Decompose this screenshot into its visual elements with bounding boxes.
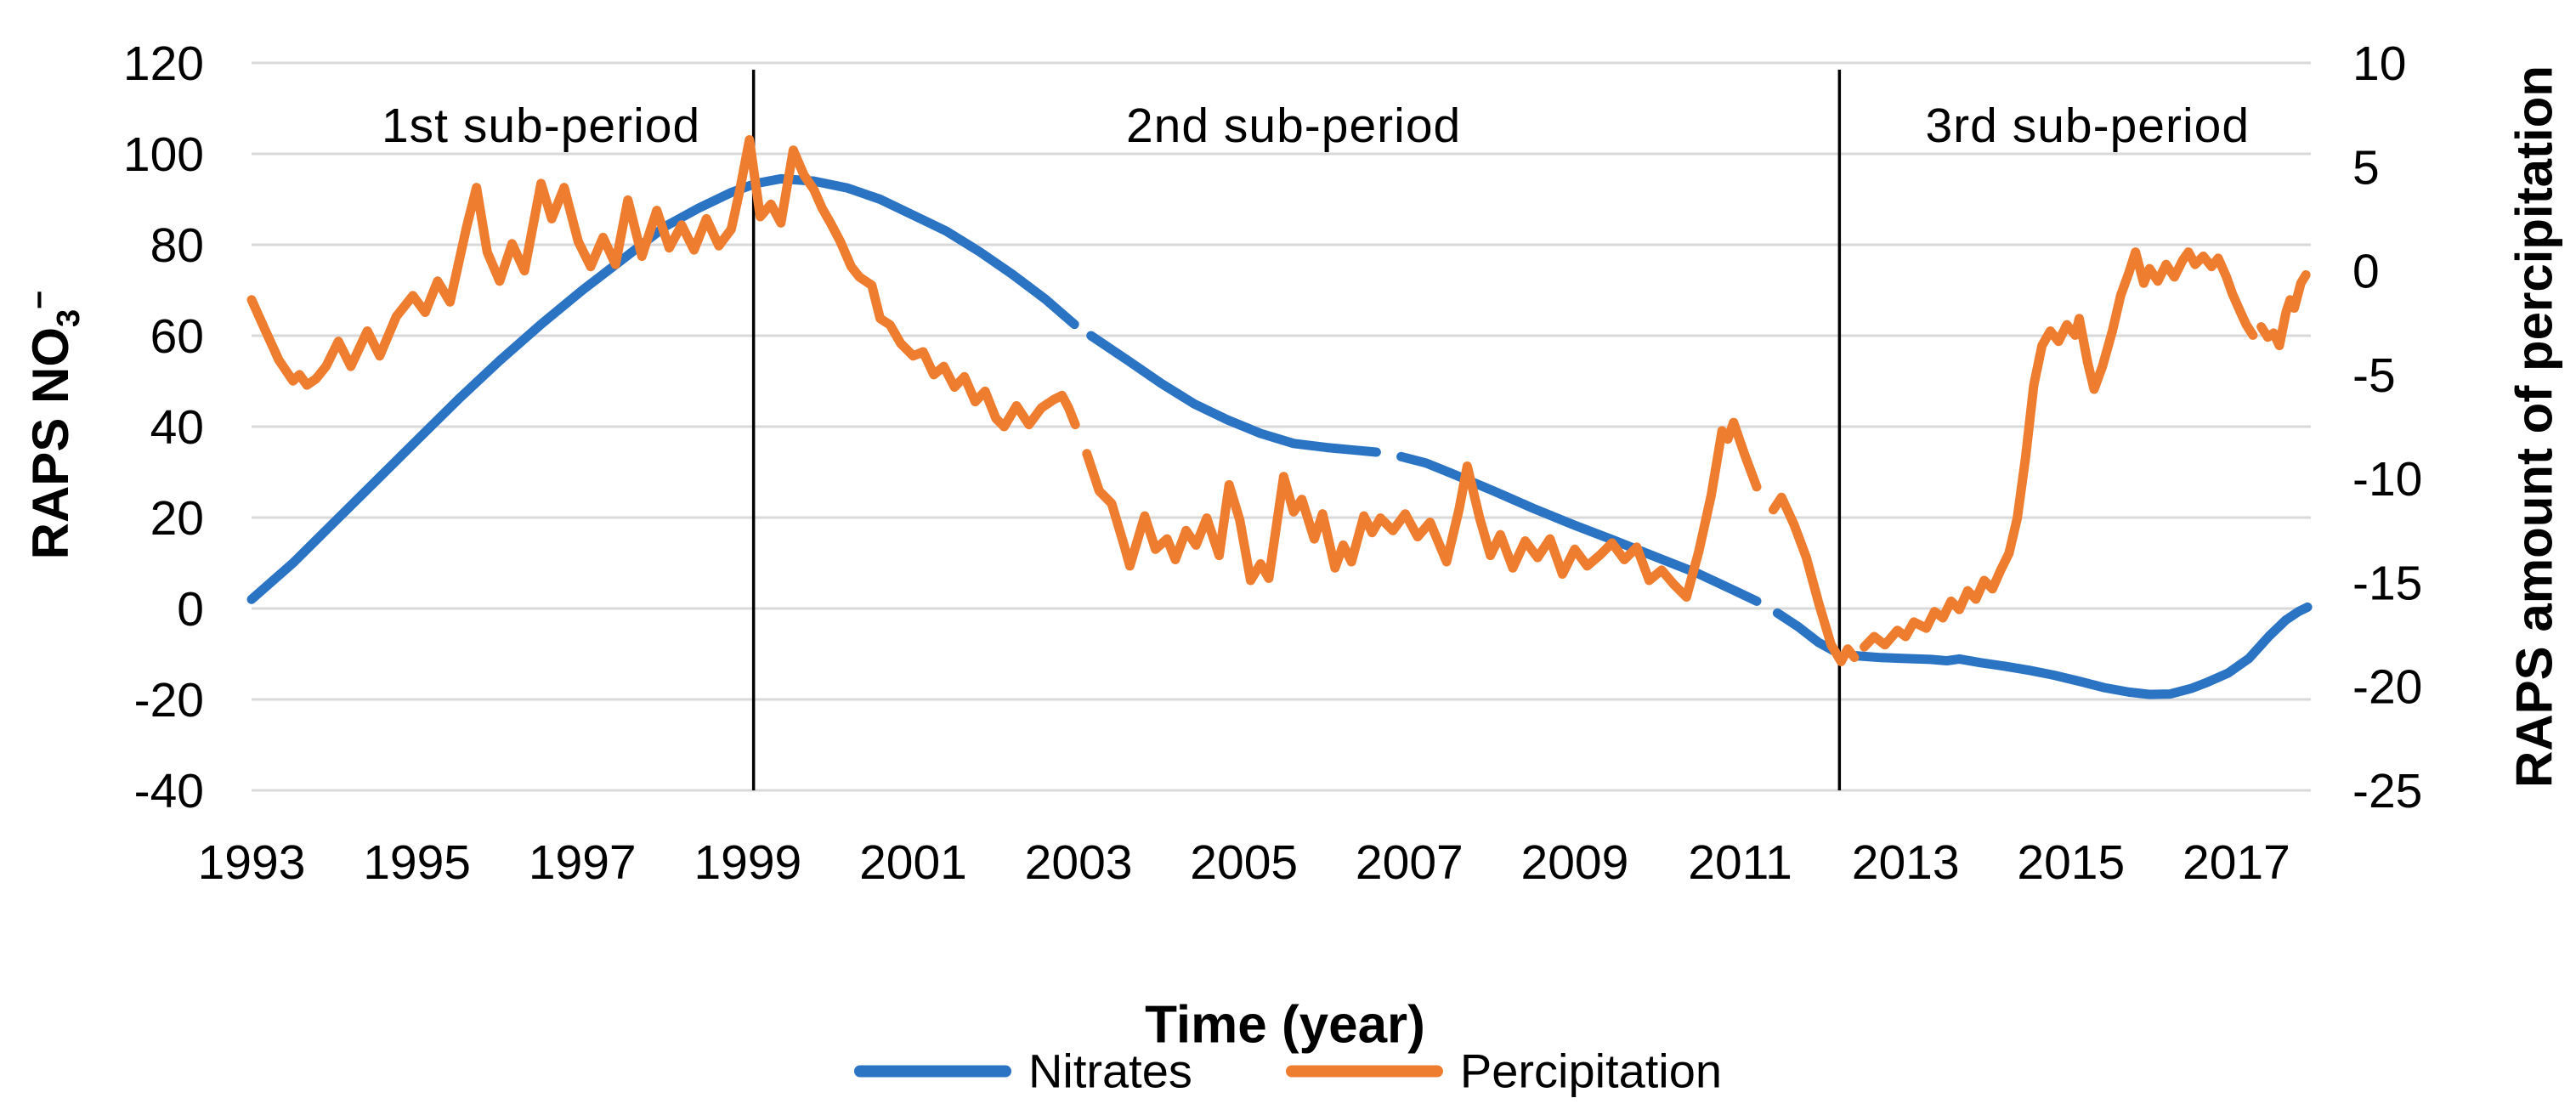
percipitation-line-segment-1 bbox=[1082, 417, 1762, 602]
x-axis-title: Time (year) bbox=[1145, 995, 1425, 1055]
y-axis-title-left: RAPS NO3− bbox=[21, 291, 88, 560]
y-left-tick-label-40: 40 bbox=[150, 400, 204, 455]
x-tick-label-2011: 2011 bbox=[1688, 835, 1792, 890]
y-left-tick-label-20: 20 bbox=[150, 491, 204, 546]
annotation-sub-period-2: 2nd sub-period bbox=[1125, 99, 1462, 153]
y-right-tick-label-0: 0 bbox=[2352, 245, 2380, 299]
percipitation-line-segment-2 bbox=[1769, 492, 1860, 666]
y-left-tick-label-100: 100 bbox=[123, 127, 204, 182]
x-tick-label-1999: 1999 bbox=[694, 835, 801, 890]
nitrates-line-segment-4 bbox=[1851, 602, 2313, 699]
legend-item-nitrates: Nitrates bbox=[853, 1044, 1192, 1099]
y-right-tick-label--10: -10 bbox=[2352, 452, 2422, 507]
x-tick-label-2013: 2013 bbox=[1852, 835, 1960, 890]
y-left-tick-label--40: -40 bbox=[134, 764, 204, 818]
y-axis-title-right: RAPS amount of percipitation bbox=[2505, 65, 2563, 789]
y-axis-title-left-superscript: − bbox=[22, 290, 58, 309]
x-tick-label-1995: 1995 bbox=[363, 835, 471, 890]
percipitation-line-segment-3 bbox=[1860, 247, 2258, 652]
x-tick-label-2005: 2005 bbox=[1190, 835, 1298, 890]
y-left-tick-label-60: 60 bbox=[150, 309, 204, 364]
x-tick-label-2001: 2001 bbox=[859, 835, 967, 890]
x-tick-label-2015: 2015 bbox=[2017, 835, 2125, 890]
y-left-tick-label--20: -20 bbox=[134, 673, 204, 727]
y-axis-title-left-text: RAPS NO bbox=[22, 326, 79, 560]
percipitation-line-segment-4 bbox=[2256, 270, 2311, 351]
annotation-sub-period-3: 3rd sub-period bbox=[1925, 99, 2250, 153]
x-tick-label-2009: 2009 bbox=[1521, 835, 1629, 890]
legend: Nitrates Percipitation bbox=[0, 1044, 2576, 1099]
percipitation-line-segment-0 bbox=[246, 135, 1080, 432]
x-tick-label-1993: 1993 bbox=[198, 835, 306, 890]
x-tick-label-2017: 2017 bbox=[2183, 835, 2290, 890]
x-tick-label-1997: 1997 bbox=[529, 835, 637, 890]
nitrates-line-segment-2 bbox=[1396, 451, 1762, 606]
x-tick-label-2007: 2007 bbox=[1356, 835, 1464, 890]
nitrates-line-segment-0 bbox=[246, 173, 1079, 604]
nitrates-line-segment-1 bbox=[1086, 331, 1381, 457]
y-right-tick-label--20: -20 bbox=[2352, 660, 2422, 715]
nitrates-line-swatch bbox=[853, 1065, 1011, 1077]
y-right-tick-label--5: -5 bbox=[2352, 348, 2396, 403]
x-tick-label-2003: 2003 bbox=[1025, 835, 1133, 890]
legend-item-percipitation: Percipitation bbox=[1285, 1044, 1723, 1099]
y-axis-title-left-subscript: 3 bbox=[51, 308, 87, 327]
legend-label-percipitation: Percipitation bbox=[1459, 1044, 1723, 1098]
legend-label-nitrates: Nitrates bbox=[1028, 1044, 1192, 1098]
annotation-sub-period-1: 1st sub-period bbox=[381, 99, 701, 153]
y-right-tick-label--15: -15 bbox=[2352, 556, 2422, 610]
nitrates-line-segment-3 bbox=[1772, 608, 1840, 657]
percipitation-line-swatch bbox=[1285, 1065, 1443, 1077]
y-right-tick-label-10: 10 bbox=[2352, 37, 2406, 91]
y-left-tick-label-80: 80 bbox=[150, 218, 204, 273]
y-left-tick-label-0: 0 bbox=[177, 582, 204, 637]
y-right-tick-label-5: 5 bbox=[2352, 140, 2380, 195]
y-right-tick-label--25: -25 bbox=[2352, 764, 2422, 818]
y-left-tick-label-120: 120 bbox=[123, 37, 204, 91]
